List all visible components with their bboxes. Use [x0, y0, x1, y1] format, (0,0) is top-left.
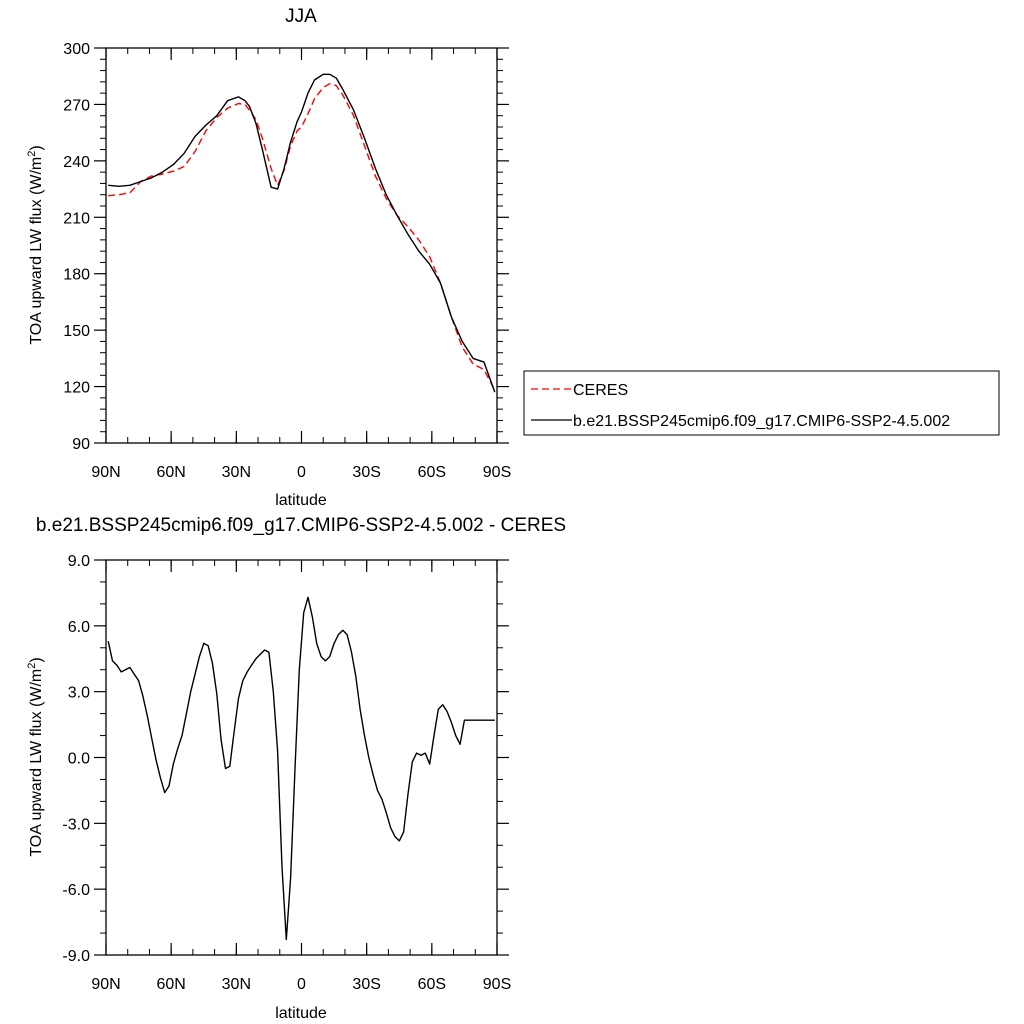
y-tick-label: 240 — [63, 154, 90, 171]
y-tick-label: -9.0 — [62, 948, 90, 965]
plot-frame — [105, 47, 498, 444]
ceres-series-line — [108, 82, 496, 391]
legend: CERES b.e21.BSSP245cmip6.f09_g17.CMIP6-S… — [523, 370, 1000, 436]
x-tick-label: 60N — [156, 464, 185, 481]
plot-frame — [105, 559, 498, 956]
x-tick-label: 90N — [91, 976, 120, 993]
y-tick-label: 150 — [63, 323, 90, 340]
axis-ticks: 90N 60N 30N 0 30S 60S 90S -9.0 -6.0 -3.0 0.0 3.0 6.0… — [62, 553, 511, 993]
x-tick-label: 0 — [297, 464, 306, 481]
y-tick-label: 9.0 — [68, 553, 90, 570]
y-axis-label: TOA upward LW flux (W/m2) — [26, 657, 45, 856]
x-tick-label: 0 — [297, 976, 306, 993]
y-tick-label: 90 — [72, 436, 90, 453]
legend-label-ceres: CERES — [573, 382, 628, 399]
legend-box — [523, 370, 1000, 436]
legend-label-model: b.e21.BSSP245cmip6.f09_g17.CMIP6-SSP2-4.… — [573, 413, 950, 430]
y-tick-label: 180 — [63, 267, 90, 284]
series-lines — [108, 73, 496, 393]
axis-ticks: 90N 60N 30N 0 30S 60S 90S 90 120 150 180 210 240 270 3… — [63, 41, 511, 481]
y-tick-label: 210 — [63, 210, 90, 227]
y-tick-label: 6.0 — [68, 619, 90, 636]
x-tick-label: 90N — [91, 464, 120, 481]
y-tick-label: -3.0 — [62, 816, 90, 833]
y-tick-label: -6.0 — [62, 882, 90, 899]
x-tick-label: 60S — [418, 464, 446, 481]
difference-series-line — [107, 596, 495, 941]
x-tick-label: 30S — [352, 464, 380, 481]
model-series-line — [108, 73, 496, 393]
difference-panel: b.e21.BSSP245cmip6.f09_g17.CMIP6-SSP2-4.… — [26, 515, 566, 1022]
x-tick-label: 90S — [483, 976, 511, 993]
y-tick-label: 0.0 — [68, 751, 90, 768]
x-tick-label: 60S — [418, 976, 446, 993]
difference-chart-title: b.e21.BSSP245cmip6.f09_g17.CMIP6-SSP2-4.… — [36, 515, 566, 536]
x-tick-label: 90S — [483, 464, 511, 481]
x-axis-label: latitude — [275, 492, 327, 509]
x-tick-label: 60N — [156, 976, 185, 993]
x-tick-label: 30N — [222, 464, 251, 481]
y-tick-label: 120 — [63, 380, 90, 397]
x-axis-label: latitude — [275, 1005, 327, 1022]
x-tick-label: 30S — [352, 976, 380, 993]
chart-title: JJA — [285, 6, 317, 27]
series-lines — [107, 596, 495, 941]
y-tick-label: 270 — [63, 97, 90, 114]
y-tick-label: 3.0 — [68, 685, 90, 702]
zonal-mean-panel: JJA 90N 60N 30N 0 30S 60S 90S 90 120 150 180 210 240… — [26, 6, 1000, 509]
y-axis-label: TOA upward LW flux (W/m2) — [26, 145, 45, 344]
x-tick-label: 30N — [222, 976, 251, 993]
y-tick-label: 300 — [63, 41, 90, 58]
